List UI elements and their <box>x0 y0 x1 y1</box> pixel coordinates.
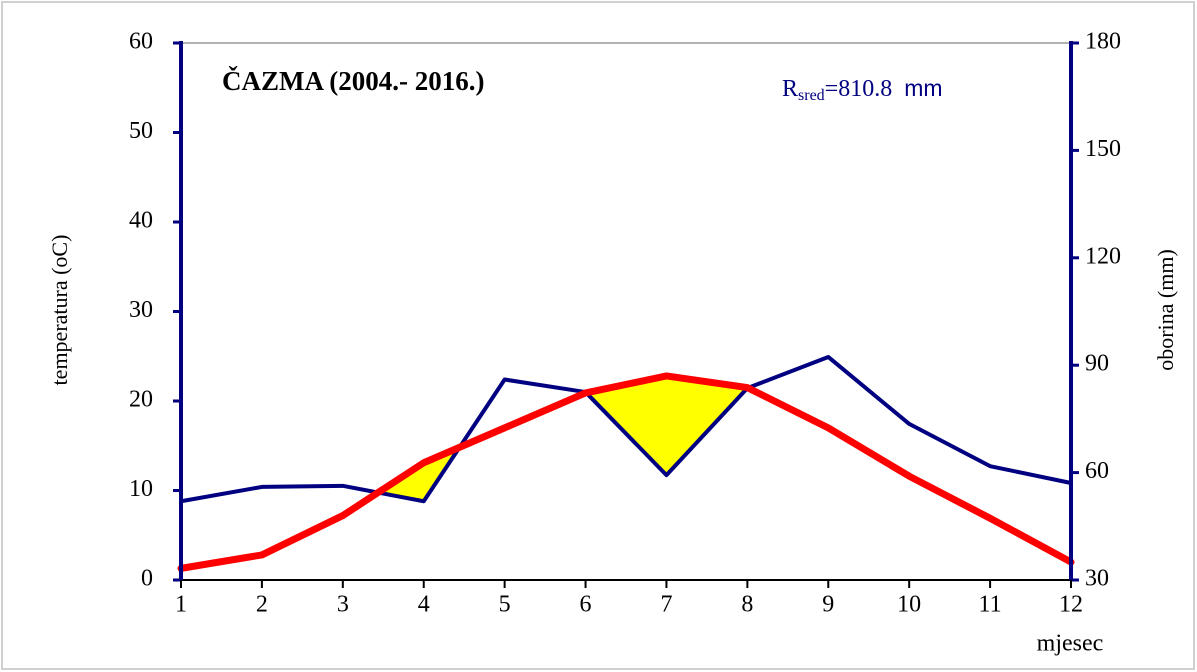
x-tick-label: 1 <box>175 592 187 618</box>
y-tick-label: 10 <box>129 476 153 502</box>
y-tick-label: 20 <box>129 387 153 413</box>
x-tick-label: 7 <box>660 592 672 618</box>
x-tick-label: 12 <box>1059 592 1083 618</box>
x-tick-label: 10 <box>897 592 921 618</box>
x-tick-label: 5 <box>499 592 511 618</box>
y2-tick-label: 60 <box>1085 458 1109 484</box>
annotation-subscript: sred <box>798 87 825 104</box>
x-tick-label: 9 <box>822 592 834 618</box>
y2-tick-label: 150 <box>1085 136 1121 162</box>
y2-tick-label: 30 <box>1085 566 1109 592</box>
y2-tick-label: 90 <box>1085 351 1109 377</box>
x-tick-label: 6 <box>580 592 592 618</box>
x-axis-label: mjesec <box>1037 631 1104 657</box>
temperature-line <box>177 372 1075 572</box>
y-tick-label: 60 <box>129 29 153 55</box>
x-tick-label: 8 <box>741 592 753 618</box>
y-tick-label: 0 <box>141 566 153 592</box>
y2-axis-label: oborina (mm) <box>1153 249 1178 371</box>
annotation: Rsred=810.8 mm <box>782 75 943 104</box>
annotation-text: =810.8 <box>825 76 893 102</box>
y2-tick-label: 180 <box>1085 29 1121 55</box>
chart-title: ČAZMA (2004.- 2016.) <box>222 66 484 96</box>
x-tick-label: 4 <box>418 592 430 618</box>
x-tick-label: 3 <box>337 592 349 618</box>
x-tick-label: 2 <box>256 592 268 618</box>
y-tick-label: 40 <box>129 208 153 234</box>
y-tick-label: 50 <box>129 118 153 144</box>
precipitation-line <box>179 354 1073 504</box>
annotation-unit: mm <box>904 75 942 101</box>
annotation-symbol: R <box>782 76 798 102</box>
x-tick-label: 11 <box>979 592 1002 618</box>
y-tick-label: 30 <box>129 297 153 323</box>
y-axis-label: temperatura (oC) <box>47 235 72 386</box>
y2-tick-label: 120 <box>1085 243 1121 269</box>
